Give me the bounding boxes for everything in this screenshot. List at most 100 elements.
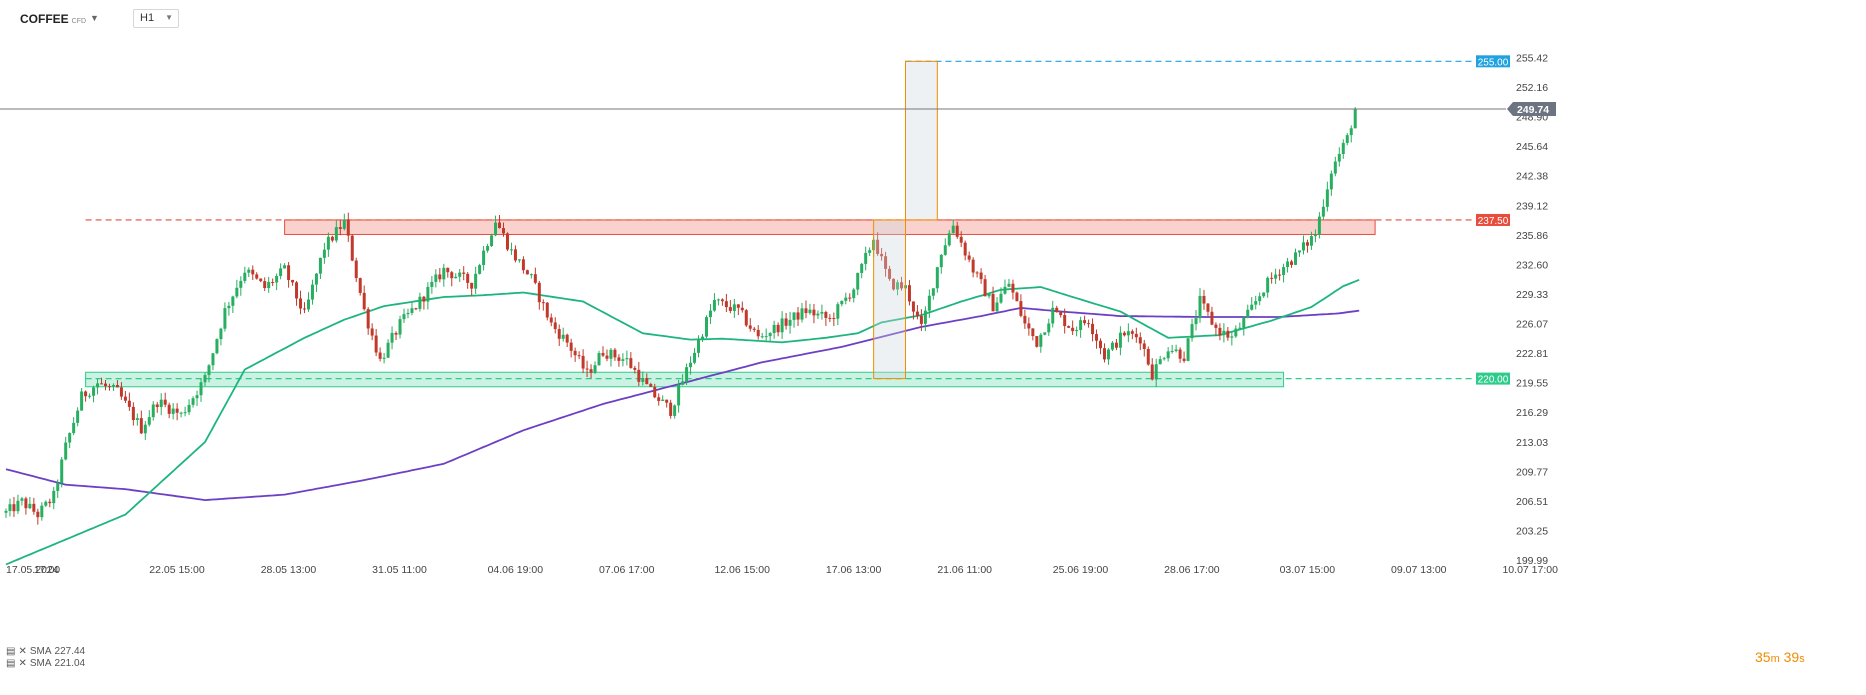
candle bbox=[633, 365, 637, 374]
candle-body bbox=[868, 250, 872, 253]
candle-body bbox=[685, 367, 689, 382]
candle-body bbox=[935, 267, 939, 289]
candle bbox=[569, 338, 573, 358]
y-tick-label: 235.86 bbox=[1516, 230, 1548, 242]
indicator-legend: ▤ ✕ SMA 227.44 ▤ ✕ SMA 221.04 bbox=[6, 646, 85, 670]
candle-body bbox=[573, 350, 577, 356]
candle-body bbox=[76, 410, 80, 423]
candle bbox=[689, 356, 693, 375]
candle-body bbox=[438, 274, 442, 280]
candle bbox=[1246, 304, 1250, 319]
candle bbox=[525, 269, 529, 275]
candle bbox=[422, 295, 426, 310]
symbol-dropdown-icon[interactable]: ▼ bbox=[90, 13, 99, 23]
candle-body bbox=[601, 353, 605, 356]
candle bbox=[959, 231, 963, 248]
candle bbox=[486, 243, 490, 253]
legend-item[interactable]: ▤ ✕ SMA 221.04 bbox=[6, 658, 85, 670]
candle bbox=[1150, 358, 1154, 381]
candle-body bbox=[1023, 315, 1027, 324]
symbol-selector[interactable]: COFFEE CFD bbox=[20, 12, 86, 26]
candle bbox=[167, 402, 171, 419]
candle-body bbox=[1079, 320, 1083, 331]
candle bbox=[414, 307, 418, 311]
candle-body bbox=[995, 302, 999, 312]
candle bbox=[1206, 303, 1210, 316]
candle bbox=[923, 306, 927, 332]
legend-value: 221.04 bbox=[54, 658, 86, 669]
candle-body bbox=[1329, 173, 1333, 190]
candle-body bbox=[406, 312, 410, 315]
candle-body bbox=[115, 385, 119, 388]
candle bbox=[151, 401, 155, 421]
candle bbox=[840, 300, 844, 307]
candle-body bbox=[434, 274, 438, 282]
candle-body bbox=[617, 357, 621, 361]
candle bbox=[1019, 294, 1023, 318]
candle bbox=[505, 232, 509, 252]
candle-body bbox=[589, 369, 593, 373]
candle bbox=[20, 496, 24, 506]
candle bbox=[1091, 318, 1095, 342]
candle bbox=[888, 265, 892, 281]
candle-body bbox=[844, 297, 848, 301]
candle-body bbox=[1019, 301, 1023, 316]
candle-body bbox=[107, 386, 111, 388]
candle-body bbox=[677, 384, 681, 406]
timeframe-select[interactable]: H1 ▼ bbox=[133, 9, 179, 28]
candle bbox=[1278, 269, 1282, 281]
candle-body bbox=[502, 228, 505, 234]
close-icon[interactable]: ✕ bbox=[18, 646, 27, 657]
candle-body bbox=[653, 387, 657, 398]
candle bbox=[951, 219, 955, 234]
candle bbox=[259, 278, 263, 283]
levels-layer bbox=[85, 60, 1475, 380]
candle bbox=[553, 317, 557, 334]
candle-body bbox=[1110, 342, 1114, 350]
candle bbox=[517, 259, 521, 263]
candle-body bbox=[637, 369, 641, 382]
candle bbox=[299, 290, 303, 315]
candle bbox=[386, 339, 390, 359]
candle-body bbox=[334, 227, 338, 241]
candle bbox=[1130, 329, 1134, 340]
legend-item[interactable]: ▤ ✕ SMA 227.44 bbox=[6, 646, 85, 658]
candle-body bbox=[446, 267, 450, 273]
candle-body bbox=[1075, 330, 1079, 332]
candle-body bbox=[549, 317, 553, 323]
candle bbox=[68, 432, 72, 449]
candle bbox=[1286, 257, 1290, 273]
candle bbox=[792, 312, 796, 328]
candle-body bbox=[151, 404, 155, 418]
candle bbox=[712, 293, 716, 312]
close-icon[interactable]: ✕ bbox=[18, 658, 27, 669]
y-tick-label: 232.60 bbox=[1516, 259, 1548, 271]
candle-body bbox=[665, 399, 669, 403]
candle-body bbox=[900, 282, 903, 289]
candle bbox=[342, 213, 346, 231]
candle bbox=[673, 404, 677, 419]
candle bbox=[374, 328, 378, 357]
candle bbox=[398, 315, 402, 339]
resistance-price-label: 237.50 bbox=[1478, 216, 1509, 227]
candle bbox=[1075, 326, 1079, 337]
y-tick-label: 219.55 bbox=[1516, 378, 1548, 390]
candle bbox=[1106, 348, 1110, 365]
candle-body bbox=[1266, 277, 1270, 293]
candle-body bbox=[609, 349, 613, 359]
candle-body bbox=[736, 304, 740, 308]
candle-body bbox=[183, 412, 187, 414]
candle-body bbox=[1146, 348, 1150, 365]
candle-body bbox=[299, 298, 303, 309]
candle bbox=[438, 268, 442, 283]
candle bbox=[1158, 355, 1162, 365]
candle bbox=[716, 298, 720, 306]
candle-body bbox=[1063, 315, 1067, 327]
candle-body bbox=[1337, 154, 1341, 162]
candle-body bbox=[398, 319, 402, 335]
candle bbox=[1102, 343, 1106, 363]
candle-body bbox=[581, 355, 585, 369]
candle bbox=[147, 410, 151, 427]
candle bbox=[295, 280, 299, 306]
